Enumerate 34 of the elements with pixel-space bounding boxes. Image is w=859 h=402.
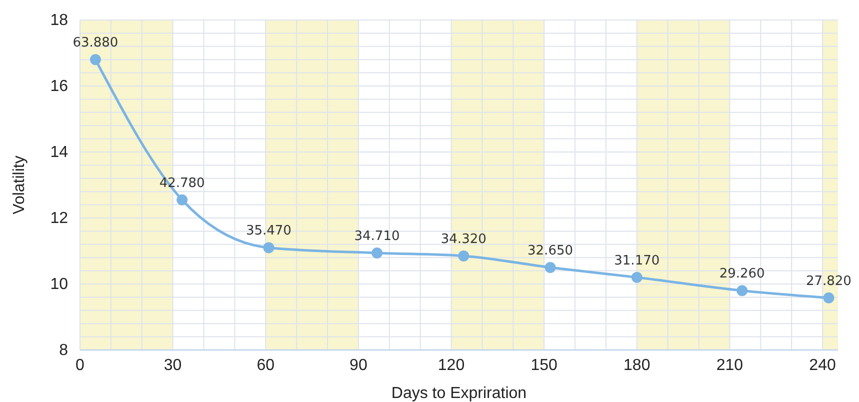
annotation: 29.260 [719,266,765,282]
point [176,194,188,206]
x-tick-label: 180 [624,357,650,374]
point [631,272,642,283]
y-tick-label: 16 [50,78,68,95]
point [90,54,101,66]
annotation: 27.820 [806,274,852,289]
annotation: 32.650 [528,244,574,258]
x-tick-label: 30 [164,357,182,374]
annotation: 31.170 [614,253,660,268]
point [823,292,834,304]
point [736,285,748,296]
y-tick-label: 14 [50,144,68,161]
x-tick-label: 120 [438,357,465,374]
point [544,262,556,273]
annotation: 35.470 [246,224,292,239]
y-tick-label: 18 [50,12,68,29]
point [458,250,470,262]
y-axis-title: Volatility [11,156,28,214]
y-tick-label: 12 [50,210,68,227]
x-tick-label: 240 [809,357,836,374]
x-tick-label: 150 [530,357,558,374]
y-tick-label: 10 [50,276,68,293]
x-tick-label: 90 [350,357,368,374]
point [263,242,274,254]
x-tick-label: 60 [256,357,275,374]
annotation: 63.880 [72,36,118,51]
point [372,247,383,258]
annotation: 34.710 [354,228,400,244]
y-tick-label: 8 [59,342,68,359]
annotation: 34.320 [440,232,486,247]
x-tick-label: 210 [716,357,744,374]
x-tick-label: 0 [76,357,85,374]
x-axis-title: Days to Expriration [391,385,527,402]
